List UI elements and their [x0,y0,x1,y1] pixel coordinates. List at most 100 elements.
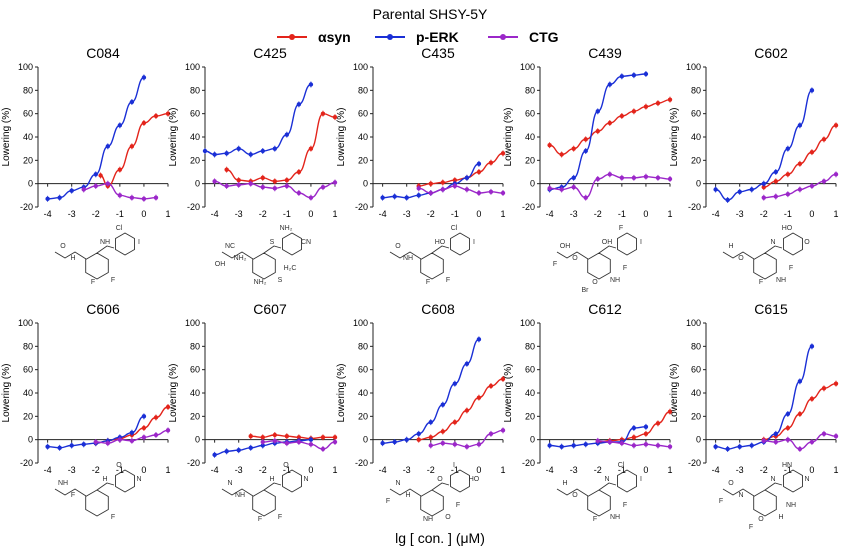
atom-label: O [395,243,401,250]
chart-panel-c606: C606 Lowering (%) -20 0 20 40 60 80 100 -4 -3 -2 -1 0… [1,301,171,475]
data-point [571,175,576,181]
data-point [547,443,552,448]
data-point [260,435,265,440]
data-point [284,440,290,446]
atom-label: I [473,239,475,246]
y-tick-label: -20 [20,202,33,212]
atom-label: H [70,255,75,262]
benzene-ring [753,489,777,517]
y-tick-label: 60 [190,109,200,119]
y-tick-label: 40 [190,388,200,398]
x-tick-label: -3 [736,465,744,475]
y-tick-label: 20 [691,411,701,421]
data-point [785,437,791,442]
data-point [583,137,588,142]
data-point [224,183,229,189]
data-point [821,137,827,142]
series-syn [416,376,506,443]
data-point [643,442,649,447]
x-tick-label: 0 [643,209,648,219]
y-axis-label: Lowering (%) [503,364,514,423]
data-point [797,161,803,167]
y-tick-label: 0 [363,179,368,189]
x-tick-label: -1 [784,209,792,219]
atom-label: H [269,476,274,483]
data-point [57,445,62,451]
side-chain [556,488,589,497]
atom-label: N [136,476,141,483]
series-syn [98,110,171,189]
data-point [93,172,98,177]
side-chain [556,251,589,260]
data-point [464,361,470,367]
data-point [153,113,159,119]
data-point [655,175,661,181]
atom-label: O [758,516,764,523]
x-tick-label: -2 [92,465,100,475]
series-line [715,345,813,450]
data-point [248,181,253,186]
data-point [440,402,446,407]
atom-label: H [102,476,107,483]
benzene-ring [115,469,135,493]
x-tick-label: -3 [570,465,578,475]
y-tick-label: 80 [358,85,368,95]
atom-label: O [116,462,122,469]
atom-label: I [138,239,140,246]
data-point [809,183,815,189]
data-point [725,197,730,203]
data-point [153,432,159,438]
benzene-ring [282,469,302,493]
atom-label: H [778,514,783,521]
atom-label: N [303,476,308,483]
series-ctg [761,430,839,452]
atom-label: I [640,476,642,483]
data-point [105,144,111,149]
data-point [440,429,446,434]
data-point [619,113,625,119]
chart-panel-c612: C612 Lowering (%) -20 0 20 40 60 80 100 -4 -3 -2 -1 0… [503,301,673,475]
data-point [380,440,385,446]
y-axis-label: Lowering (%) [669,364,680,423]
y-tick-label: 60 [525,109,535,119]
benzene-ring [450,232,470,256]
chart-panel-c439: C439 Lowering (%) -20 0 20 40 60 80 100 -4 -3 -2 -1 0… [503,45,673,219]
atom-label: CN [301,239,311,246]
atom-label: Br [582,287,590,294]
x-tick-label: 0 [809,465,814,475]
atom-label: O [572,255,578,262]
y-tick-label: 40 [525,132,535,142]
x-tick-label: -1 [116,465,124,475]
y-tick-label: 60 [358,109,368,119]
data-point [392,194,397,199]
side-chain [221,251,254,260]
data-point [667,176,673,182]
x-tick-label: 1 [165,209,170,219]
y-tick-label: 40 [358,132,368,142]
side-chain [54,251,87,260]
x-tick-label: -3 [68,209,76,219]
data-point [165,111,171,116]
data-point [761,181,766,186]
data-point [797,123,803,128]
series-ctg [81,180,159,202]
y-tick-label: 100 [520,318,535,328]
bond [263,482,282,491]
y-tick-label: 40 [358,388,368,398]
x-tick-label: -4 [44,465,52,475]
atom-label: F [386,498,390,505]
data-point [833,123,839,128]
x-tick-label: -4 [379,209,387,219]
data-point [129,438,135,444]
data-point [595,128,600,134]
data-point [416,193,421,198]
data-point [428,181,433,186]
data-point [488,383,494,389]
data-point [785,146,791,151]
x-tick-label: 1 [500,209,505,219]
series-line [549,173,671,199]
y-tick-label: -20 [522,202,535,212]
atom-label: N [770,239,775,246]
